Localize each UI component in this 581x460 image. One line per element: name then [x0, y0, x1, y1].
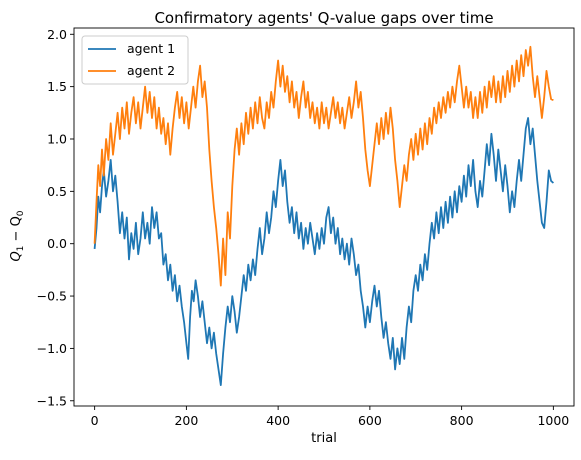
legend-label-agent-1: agent 1 [127, 41, 175, 56]
y-tick-label: 1.5 [47, 79, 67, 94]
y-label-q1: Q [9, 251, 24, 261]
chart-title: Confirmatory agents' Q-value gaps over t… [154, 9, 493, 27]
x-tick-label: 400 [266, 413, 290, 428]
y-tick-label: −1.5 [37, 393, 67, 408]
y-tick-label: −1.0 [37, 341, 67, 356]
y-tick-label: 0.0 [47, 236, 67, 251]
y-label-sub0: 0 [16, 210, 26, 216]
y-label-minus: − Q [9, 216, 24, 245]
y-tick-label: 0.5 [47, 184, 67, 199]
x-axis-label: trial [311, 431, 337, 446]
x-tick-label: 1000 [537, 413, 569, 428]
x-tick-label: 0 [91, 413, 99, 428]
legend: agent 1 agent 2 [82, 36, 188, 84]
x-tick-label: 200 [174, 413, 198, 428]
legend-label-agent-2: agent 2 [127, 63, 175, 78]
y-axis-label: Q1 − Q0 [9, 210, 26, 261]
x-tick-label: 600 [358, 413, 382, 428]
y-tick-label: 1.0 [47, 131, 67, 146]
y-tick-label: −0.5 [37, 289, 67, 304]
y-tick-label: 2.0 [47, 27, 67, 42]
x-tick-label: 800 [450, 413, 474, 428]
